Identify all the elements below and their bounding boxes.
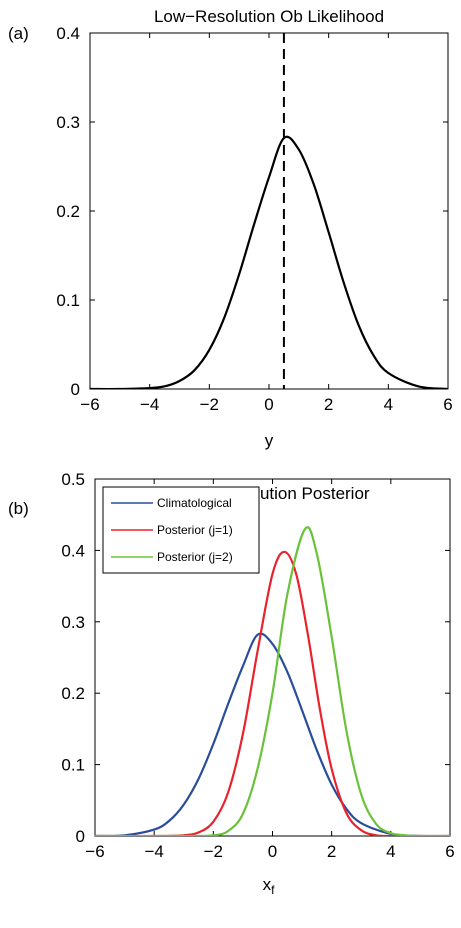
y-tick-label: 0.2 [61,684,85,703]
x-tick-label: 6 [443,395,452,414]
x-tick-label: −2 [200,395,219,414]
y-tick-label: 0.4 [61,541,85,560]
panel-label: (a) [8,24,29,43]
chart-panel-b: (b)Low−Resolution Posterior−6 −4 −2 0 2 4 600.… [8,470,455,897]
y-tick-label: 0.4 [56,24,80,43]
y-tick-label: 0.2 [56,202,80,221]
y-tick-label: 0.1 [61,756,85,775]
x-tick-label: 0 [268,842,277,861]
legend-label: Posterior (j=1) [157,523,233,537]
y-tick-label: 0.1 [56,291,80,310]
legend-label: Posterior (j=2) [157,550,233,564]
x-axis-label: y [265,431,274,450]
y-tick-label: 0.5 [61,470,85,489]
x-tick-label: −6 [85,842,104,861]
x-tick-label: 4 [384,395,393,414]
y-tick-label: 0 [71,380,80,399]
x-tick-label: −4 [140,395,159,414]
x-tick-label: −6 [80,395,99,414]
x-tick-label: 4 [386,842,395,861]
panel-label: (b) [8,499,29,518]
chart-panel-a: (a) Low−Resolution Ob Likelihood −6 −4 −2 0 2 4… [8,7,453,450]
x-tick-label: −4 [144,842,163,861]
x-axis-label-subscript: f [271,883,275,897]
series-line [90,135,448,389]
x-tick-label: 2 [327,842,336,861]
legend: Climatological Posterior (j=1) Posterior (… [102,486,260,574]
x-tick-label: 2 [324,395,333,414]
plot-frame [89,32,449,390]
y-tick-label: 0 [76,827,85,846]
chart-title: Low−Resolution Ob Likelihood [154,7,384,26]
series-line-posterior-j-1 [95,550,450,836]
y-tick-label: 0.3 [61,613,85,632]
x-tick-label: 6 [445,842,454,861]
legend-label: Climatological [157,496,232,510]
x-tick-label: −2 [204,842,223,861]
x-tick-label: 0 [264,395,273,414]
y-tick-label: 0.3 [56,113,80,132]
series-line-posterior-j-2 [95,526,450,836]
x-axis-label: xf [263,875,276,897]
series-line-climatological [95,632,450,836]
